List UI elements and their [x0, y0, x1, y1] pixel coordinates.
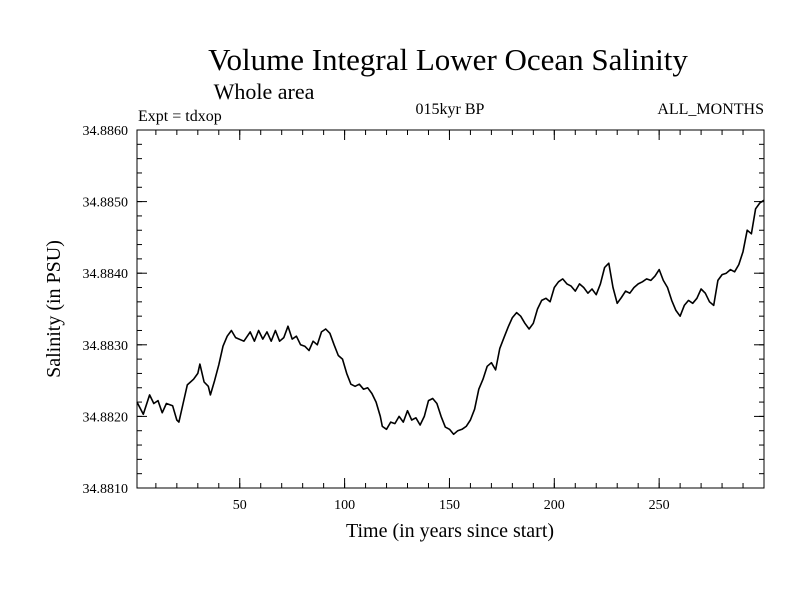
y-tick-label: 34.8820 [83, 410, 129, 425]
series-line [136, 199, 765, 436]
chart-subtitle: Whole area [214, 79, 315, 104]
y-tick-label: 34.8830 [83, 339, 129, 354]
x-tick-label: 50 [233, 498, 247, 513]
x-tick-label: 100 [334, 498, 355, 513]
y-tick-label: 34.8810 [83, 482, 129, 497]
period-label: 015kyr BP [416, 101, 485, 118]
x-axis-label: Time (in years since start) [346, 520, 554, 542]
chart-title: Volume Integral Lower Ocean Salinity [208, 42, 688, 77]
x-tick-label: 200 [544, 498, 565, 513]
y-tick-label: 34.8850 [83, 196, 129, 211]
y-tick-label: 34.8860 [83, 124, 129, 139]
experiment-label: Expt = tdxop [138, 108, 222, 125]
plot-frame [136, 129, 765, 489]
months-label: ALL_MONTHS [657, 101, 764, 118]
y-axis: 34.8810 34.8820 34.8830 34.8840 34.8850 34.88… [83, 124, 764, 497]
x-tick-label: 150 [439, 498, 460, 513]
minor-ticks [137, 130, 764, 488]
y-axis-label: Salinity (in PSU) [43, 240, 65, 378]
y-tick-label: 34.8840 [83, 267, 129, 282]
x-tick-label: 250 [649, 498, 670, 513]
x-axis: 50 100 150 200 250 [233, 130, 670, 513]
